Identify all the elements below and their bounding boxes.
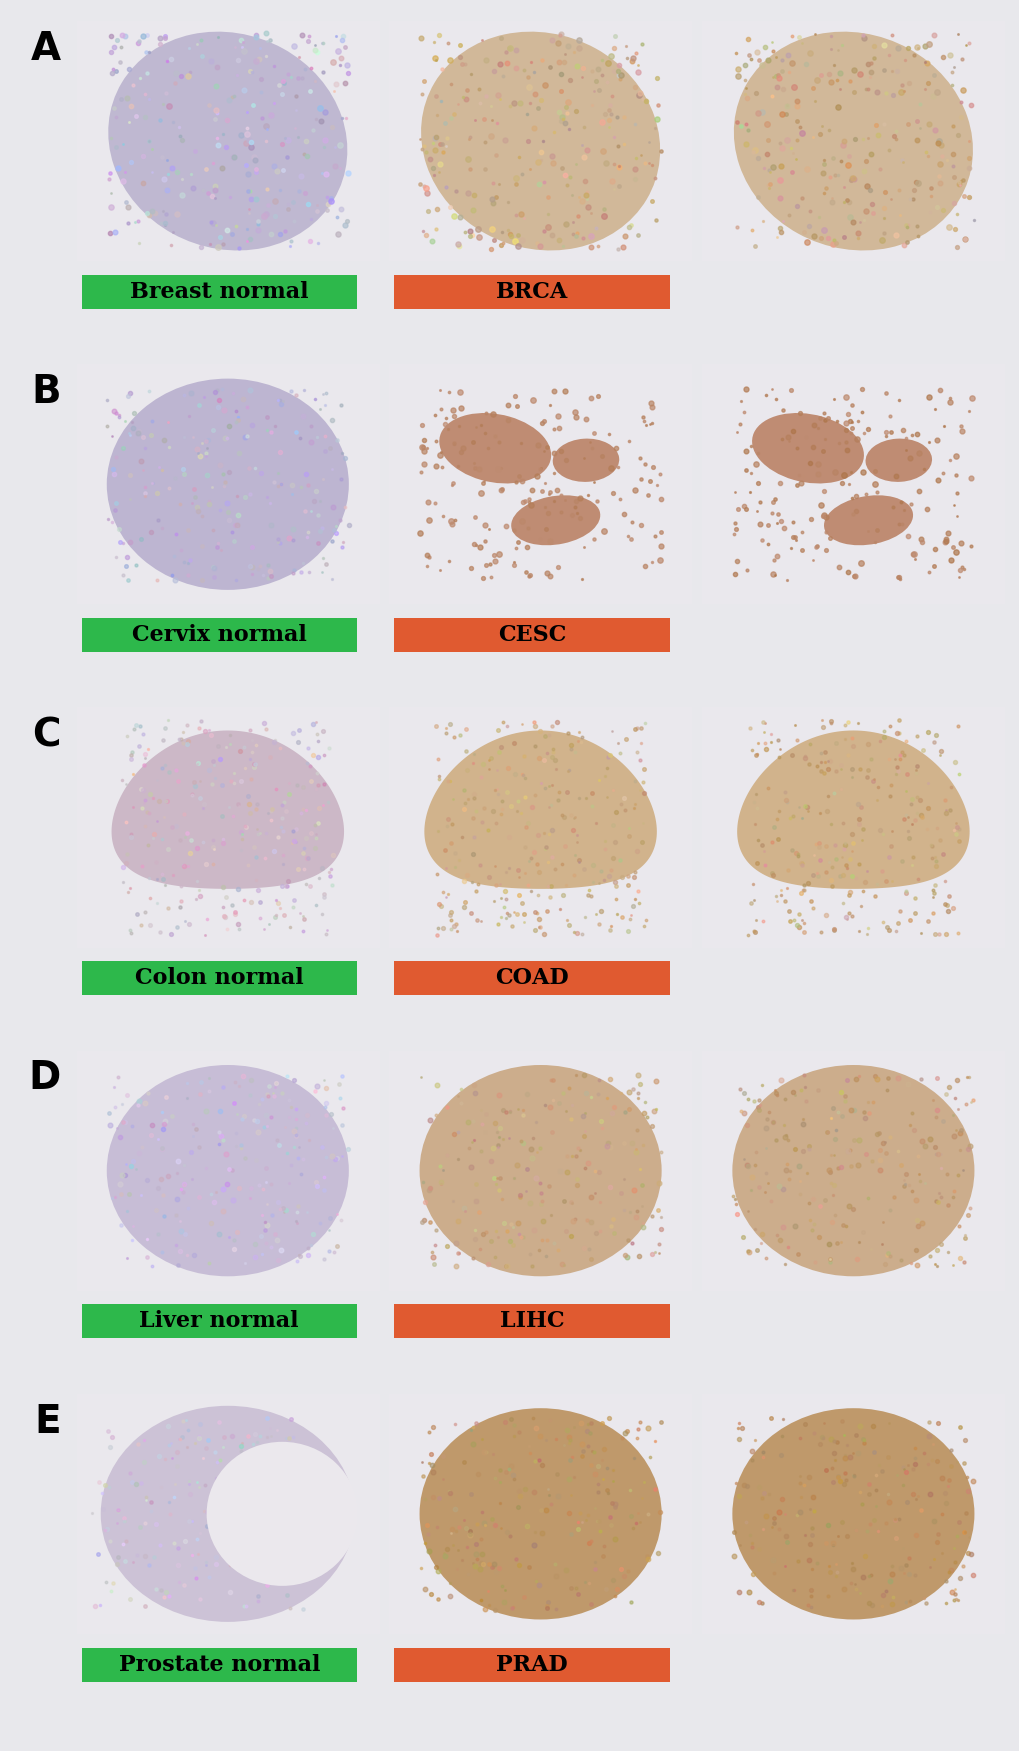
- Ellipse shape: [751, 413, 863, 483]
- Text: PRAD: PRAD: [495, 1653, 568, 1676]
- Ellipse shape: [439, 413, 550, 483]
- Text: BRCA: BRCA: [495, 280, 568, 303]
- FancyBboxPatch shape: [82, 618, 357, 651]
- Text: CESC: CESC: [497, 623, 566, 646]
- Text: C: C: [33, 716, 61, 755]
- Ellipse shape: [421, 32, 659, 250]
- Ellipse shape: [552, 438, 619, 482]
- Ellipse shape: [419, 1408, 661, 1620]
- Ellipse shape: [733, 32, 972, 250]
- FancyBboxPatch shape: [394, 1648, 669, 1681]
- FancyBboxPatch shape: [82, 961, 357, 995]
- Ellipse shape: [823, 496, 912, 545]
- Text: E: E: [34, 1403, 61, 1441]
- FancyBboxPatch shape: [394, 1304, 669, 1338]
- Text: COAD: COAD: [495, 967, 569, 989]
- Ellipse shape: [108, 32, 347, 250]
- Polygon shape: [424, 730, 656, 890]
- Text: A: A: [31, 30, 61, 68]
- FancyBboxPatch shape: [82, 1648, 357, 1681]
- FancyBboxPatch shape: [394, 618, 669, 651]
- FancyBboxPatch shape: [82, 275, 357, 308]
- FancyBboxPatch shape: [394, 961, 669, 995]
- Ellipse shape: [207, 1441, 358, 1586]
- Ellipse shape: [419, 1065, 661, 1276]
- Polygon shape: [737, 730, 969, 890]
- Ellipse shape: [107, 1065, 348, 1276]
- Ellipse shape: [107, 378, 348, 590]
- Polygon shape: [111, 730, 343, 890]
- Ellipse shape: [101, 1406, 355, 1621]
- FancyBboxPatch shape: [394, 275, 669, 308]
- Ellipse shape: [732, 1408, 973, 1620]
- Text: B: B: [31, 373, 61, 411]
- Text: LIHC: LIHC: [499, 1310, 564, 1333]
- Ellipse shape: [865, 438, 931, 482]
- Ellipse shape: [511, 496, 599, 545]
- Text: Breast normal: Breast normal: [129, 280, 308, 303]
- Text: D: D: [29, 1059, 61, 1098]
- Text: Prostate normal: Prostate normal: [118, 1653, 320, 1676]
- Text: Cervix normal: Cervix normal: [131, 623, 307, 646]
- Text: Liver normal: Liver normal: [140, 1310, 299, 1333]
- FancyBboxPatch shape: [82, 1304, 357, 1338]
- Text: Colon normal: Colon normal: [135, 967, 304, 989]
- Ellipse shape: [732, 1065, 973, 1276]
